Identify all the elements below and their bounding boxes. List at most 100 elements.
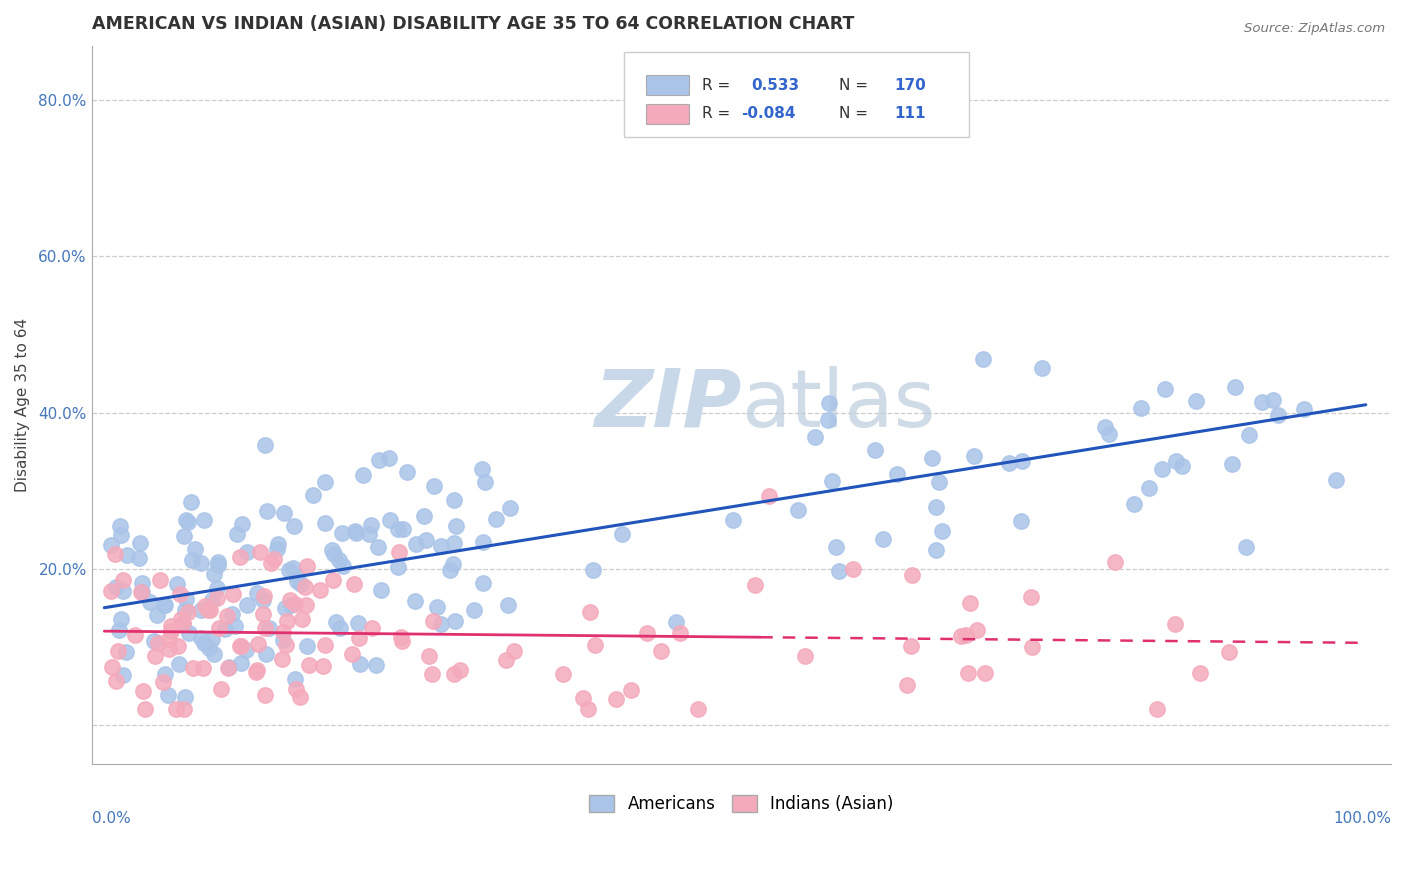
Point (378, 451, 401, 466)
Point (1225, 380, 1247, 394)
Point (276, 638, 298, 652)
Point (925, 500, 948, 514)
Point (1011, 454, 1033, 468)
Point (172, 616, 194, 631)
Point (357, 527, 380, 541)
Point (253, 438, 276, 452)
Point (443, 667, 465, 681)
Text: N =: N = (839, 106, 873, 121)
Point (605, 691, 627, 706)
Point (124, 628, 146, 642)
Point (329, 621, 352, 635)
Point (963, 449, 986, 463)
Point (422, 614, 444, 628)
Point (825, 540, 848, 554)
Point (503, 644, 526, 658)
Point (1010, 514, 1032, 528)
Point (104, 581, 127, 595)
Point (246, 664, 269, 678)
Point (134, 702, 156, 716)
Point (131, 585, 153, 599)
Point (1123, 497, 1146, 511)
Point (322, 574, 344, 588)
Point (246, 637, 269, 651)
Point (499, 500, 522, 515)
Point (174, 591, 197, 606)
Point (551, 666, 574, 681)
Point (193, 636, 215, 650)
Point (254, 647, 277, 661)
Point (115, 548, 138, 562)
Point (1234, 540, 1257, 554)
Point (145, 607, 167, 622)
Point (271, 633, 294, 648)
Point (198, 640, 221, 655)
Bar (647, 103, 689, 124)
Point (472, 576, 495, 591)
Point (207, 555, 229, 569)
Point (180, 495, 202, 509)
Point (112, 583, 135, 598)
Point (821, 474, 844, 488)
Point (391, 634, 413, 648)
Point (166, 576, 188, 591)
Point (349, 631, 371, 645)
Point (273, 507, 295, 521)
Point (110, 519, 132, 533)
Point (160, 624, 183, 638)
Point (173, 702, 195, 716)
Text: 100.0%: 100.0% (1333, 811, 1391, 825)
Point (959, 597, 981, 611)
Point (314, 638, 336, 652)
FancyBboxPatch shape (624, 52, 969, 136)
Point (325, 615, 347, 629)
Point (412, 508, 434, 523)
Point (253, 688, 276, 702)
Point (214, 622, 236, 636)
Point (974, 665, 997, 680)
Point (208, 621, 231, 635)
Point (463, 603, 485, 617)
Point (972, 352, 994, 367)
Point (1185, 393, 1208, 408)
Point (1171, 459, 1194, 474)
Point (886, 467, 908, 481)
Point (302, 488, 325, 502)
Point (395, 465, 418, 479)
Point (184, 542, 207, 557)
Point (650, 644, 672, 658)
Point (100, 538, 122, 552)
Point (583, 638, 606, 652)
Point (236, 598, 259, 612)
Point (245, 665, 267, 679)
Point (418, 648, 440, 663)
Point (179, 626, 201, 640)
Point (222, 587, 245, 601)
Point (449, 663, 471, 677)
Point (146, 636, 169, 650)
Point (200, 602, 222, 616)
Point (928, 475, 950, 489)
Point (139, 594, 162, 608)
Point (165, 702, 187, 716)
Point (865, 442, 887, 457)
Point (235, 642, 257, 657)
Point (194, 599, 217, 613)
Point (620, 683, 643, 698)
Text: 0.533: 0.533 (752, 78, 800, 93)
Point (925, 543, 948, 558)
Point (205, 591, 228, 605)
Text: Source: ZipAtlas.com: Source: ZipAtlas.com (1244, 22, 1385, 36)
Point (321, 543, 343, 558)
Point (132, 683, 155, 698)
Point (471, 535, 494, 549)
Point (950, 629, 973, 643)
Point (420, 667, 443, 681)
Point (471, 462, 494, 476)
Point (231, 517, 253, 532)
Point (290, 690, 312, 704)
Point (229, 549, 252, 564)
Point (104, 547, 127, 561)
Point (167, 639, 190, 653)
Point (294, 599, 316, 613)
